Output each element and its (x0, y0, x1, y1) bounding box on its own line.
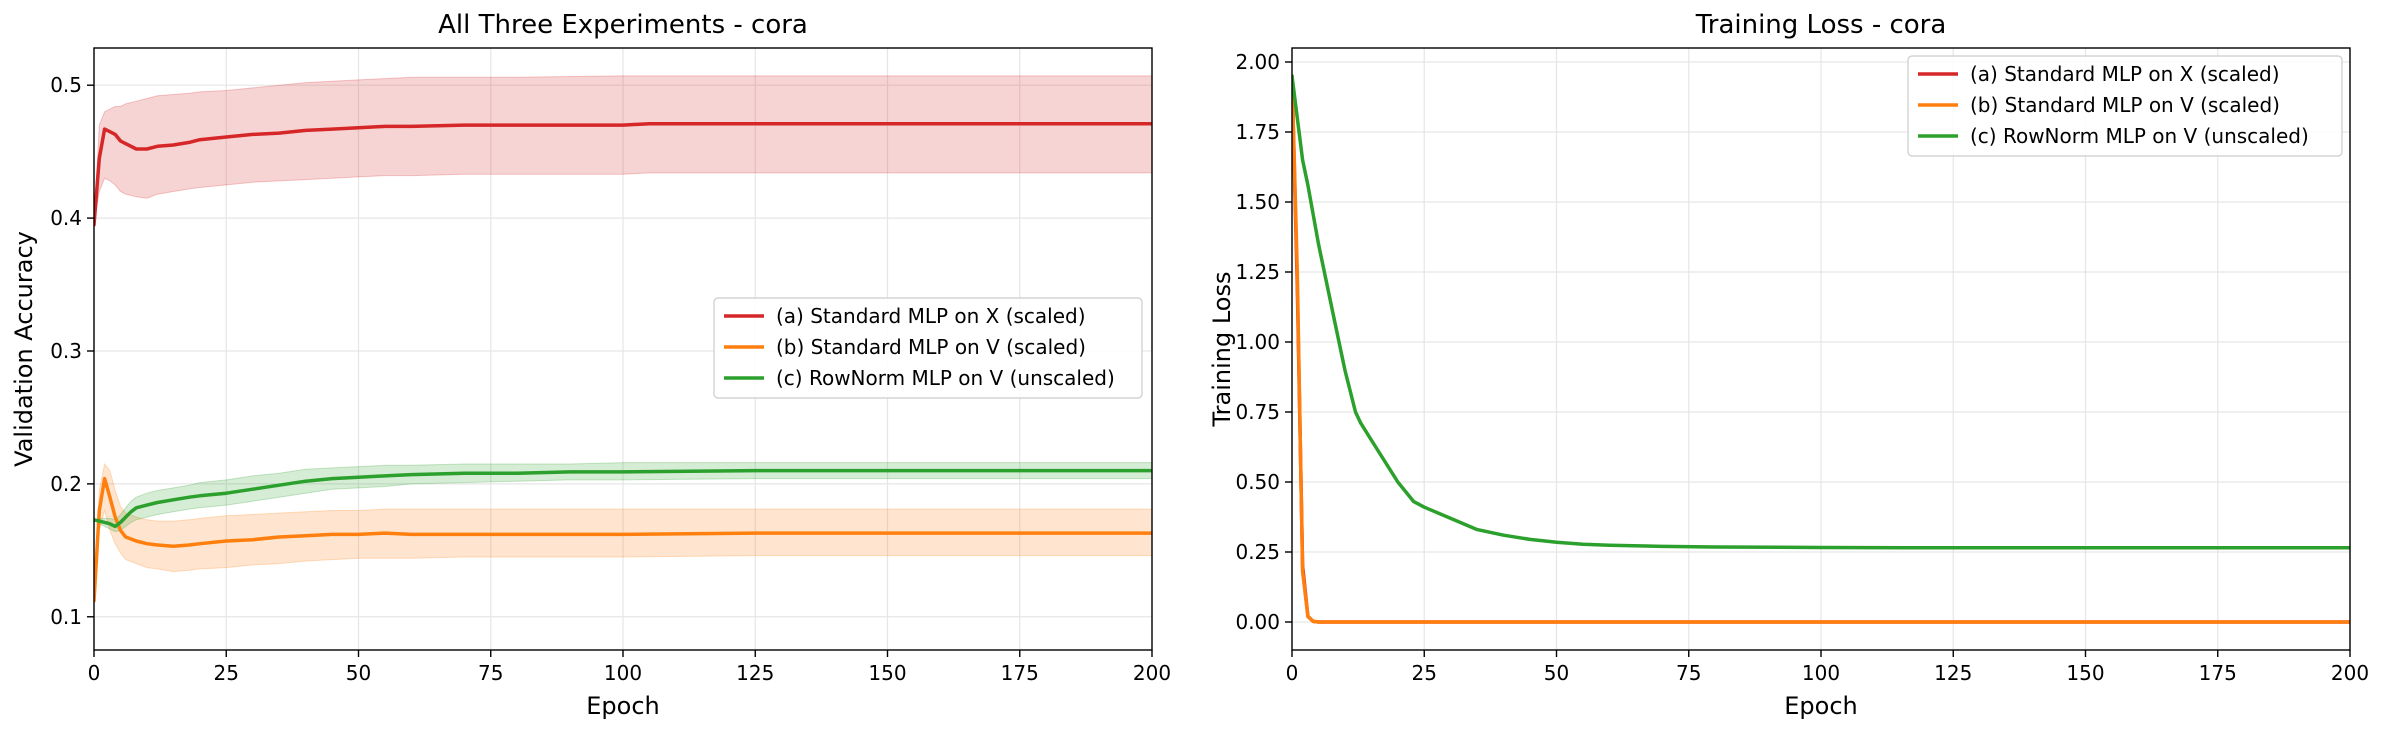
y-tick-label: 0.50 (1235, 470, 1280, 494)
y-tick-label: 0.5 (50, 73, 82, 97)
legend-box (1907, 55, 2343, 157)
x-tick-label: 125 (736, 661, 774, 685)
series-band-1 (94, 75, 1152, 225)
x-tick-label: 100 (604, 661, 642, 685)
x-tick-label: 175 (2199, 661, 2237, 685)
chart-panel-2: 0 25 50 75 100 125 150 175 200 0.00 0.25 0.50 0.75 1.… (1208, 10, 2369, 720)
y-tick-label: 0.2 (50, 472, 82, 496)
y-tick-label: 0.3 (50, 339, 82, 363)
x-tick-label: 25 (1412, 661, 1437, 685)
legend-entry-2: (b) Standard MLP on V (scaled) (1970, 93, 2280, 117)
legend: (a) Standard MLP on X (scaled) (b) Standa… (1907, 55, 2343, 157)
x-tick-label: 175 (1001, 661, 1039, 685)
x-tick-label: 100 (1802, 661, 1840, 685)
y-tick-label: 0.75 (1235, 400, 1280, 424)
legend-box (713, 297, 1143, 399)
x-tick-label: 75 (1676, 661, 1701, 685)
x-tick-label: 125 (1934, 661, 1972, 685)
x-axis-label: Epoch (1784, 692, 1858, 720)
x-tick-label: 75 (478, 661, 503, 685)
chart-panel-1: 0 25 50 75 100 125 150 175 200 0.1 0.2 0.3 0.4 0.5 All… (10, 10, 1171, 720)
y-tick-label: 1.00 (1235, 330, 1280, 354)
legend-entry-3: (c) RowNorm MLP on V (unscaled) (776, 366, 1115, 390)
x-tick-label: 200 (2331, 661, 2369, 685)
y-axis-label: Validation Accuracy (10, 231, 38, 467)
series-line-3 (94, 468, 1152, 529)
x-tick-label: 25 (214, 661, 239, 685)
y-tick-label: 0.1 (50, 605, 82, 629)
x-tick-label: 150 (2066, 661, 2104, 685)
series-line-2 (1292, 74, 2350, 624)
x-tick-label: 150 (868, 661, 906, 685)
x-tick-label: 50 (346, 661, 371, 685)
legend-entry-1: (a) Standard MLP on X (scaled) (776, 304, 1086, 328)
x-tick-label: 0 (1286, 661, 1299, 685)
chart-title: Training Loss - cora (1695, 10, 1947, 40)
y-axis-label: Training Loss (1208, 272, 1236, 428)
legend-entry-1: (a) Standard MLP on X (scaled) (1970, 62, 2280, 86)
legend-entry-2: (b) Standard MLP on V (scaled) (776, 335, 1086, 359)
series-line-3 (1292, 74, 2350, 550)
series-band-3 (94, 462, 1152, 533)
plot-area (94, 75, 1152, 603)
legend-entry-3: (c) RowNorm MLP on V (unscaled) (1970, 124, 2309, 148)
y-tick-label: 0.4 (50, 206, 82, 230)
y-tick-label: 1.50 (1235, 190, 1280, 214)
series-line-1 (94, 121, 1152, 227)
x-tick-label: 200 (1133, 661, 1171, 685)
x-tick-label: 0 (88, 661, 101, 685)
legend: (a) Standard MLP on X (scaled) (b) Standa… (713, 297, 1143, 399)
plot-area (1292, 74, 2350, 624)
y-tick-label: 1.25 (1235, 260, 1280, 284)
x-axis-label: Epoch (586, 692, 660, 720)
y-tick-label: 2.00 (1235, 50, 1280, 74)
series-band-2 (94, 462, 1152, 601)
y-tick-label: 0.00 (1235, 610, 1280, 634)
y-tick-label: 1.75 (1235, 120, 1280, 144)
chart-title: All Three Experiments - cora (438, 10, 808, 40)
x-tick-label: 50 (1544, 661, 1569, 685)
y-tick-label: 0.25 (1235, 540, 1280, 564)
